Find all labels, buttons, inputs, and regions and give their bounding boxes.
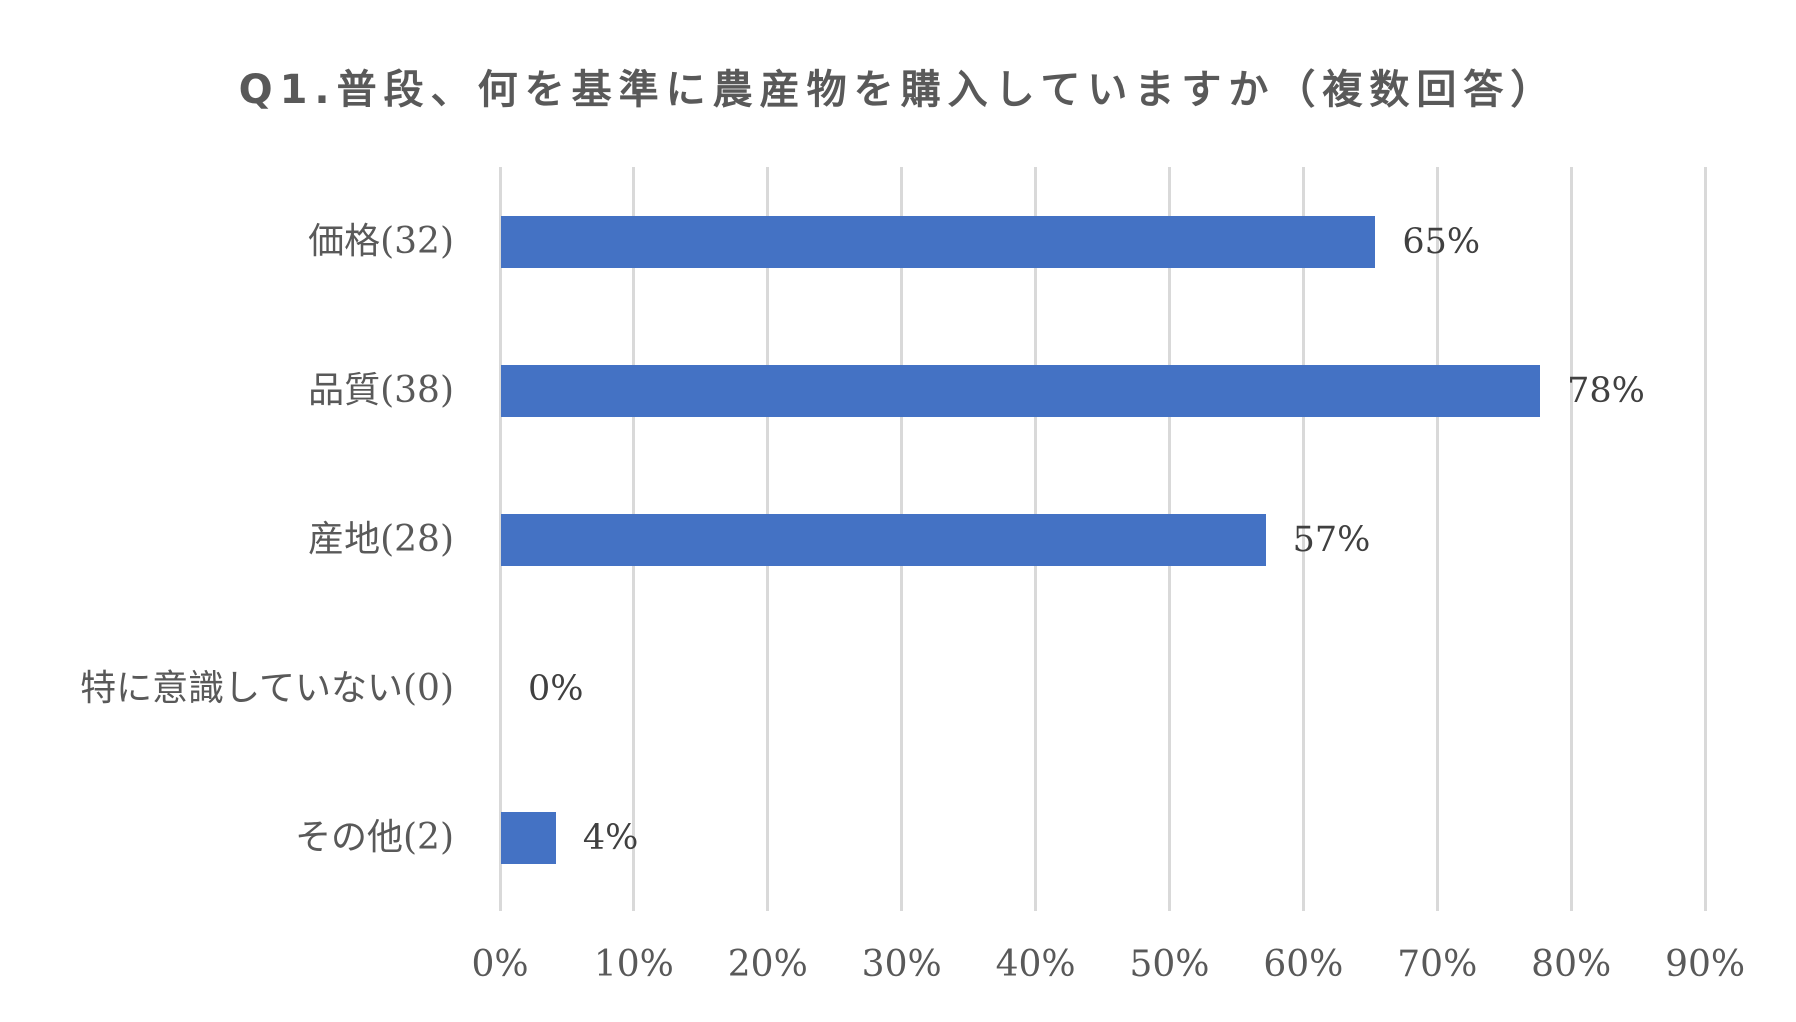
category-label: 品質(38) — [308, 370, 454, 411]
x-tick-label: 0% — [471, 944, 529, 985]
data-label: 57% — [1292, 520, 1371, 560]
bar — [501, 365, 1541, 417]
gridline — [1703, 167, 1707, 911]
x-tick-label: 90% — [1665, 944, 1746, 985]
x-tick-label: 80% — [1531, 944, 1612, 985]
gridline — [498, 167, 502, 911]
bar — [501, 216, 1376, 268]
gridline — [1435, 167, 1439, 911]
x-tick-label: 40% — [995, 944, 1076, 985]
x-tick-label: 60% — [1263, 944, 1344, 985]
x-tick-label: 30% — [861, 944, 942, 985]
category-label: 特に意識していない(0) — [80, 668, 454, 709]
category-label: 産地(28) — [308, 519, 454, 560]
data-label: 78% — [1567, 371, 1645, 411]
bar — [501, 812, 556, 864]
data-label: 4% — [582, 818, 639, 858]
x-tick-label: 20% — [727, 944, 808, 985]
bar — [501, 514, 1266, 566]
category-label: 価格(32) — [308, 221, 454, 262]
data-label: 65% — [1402, 222, 1481, 262]
x-tick-label: 70% — [1397, 944, 1478, 985]
gridline — [1569, 167, 1573, 911]
x-tick-label: 10% — [593, 944, 674, 985]
x-tick-label: 50% — [1129, 944, 1210, 985]
chart-title: Q1.普段、何を基準に農産物を購入していますか（複数回答） — [238, 67, 1558, 113]
data-label: 0% — [528, 669, 584, 709]
gridline — [1301, 167, 1305, 911]
category-label: その他(2) — [295, 817, 454, 858]
